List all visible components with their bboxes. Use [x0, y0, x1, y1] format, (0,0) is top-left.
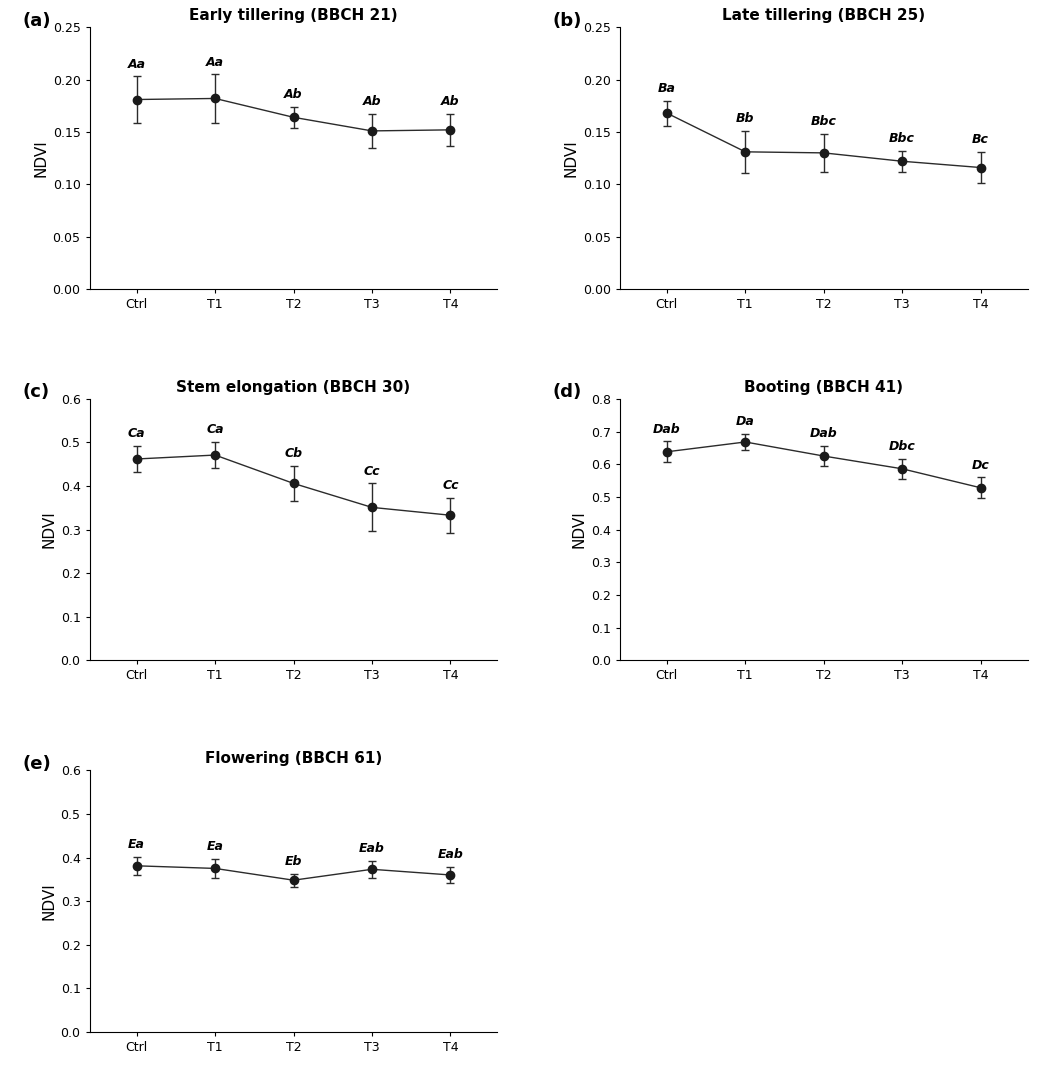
Text: Ab: Ab: [363, 95, 382, 108]
Y-axis label: NDVI: NDVI: [41, 511, 57, 548]
Y-axis label: NDVI: NDVI: [41, 882, 57, 919]
Text: Ea: Ea: [129, 839, 145, 852]
Y-axis label: NDVI: NDVI: [34, 140, 48, 177]
Text: Ba: Ba: [658, 82, 676, 95]
Text: Cb: Cb: [285, 448, 302, 460]
Text: Aa: Aa: [207, 56, 225, 69]
Text: (b): (b): [552, 12, 582, 29]
Y-axis label: NDVI: NDVI: [571, 511, 587, 548]
Text: Eab: Eab: [437, 848, 464, 862]
Title: Early tillering (BBCH 21): Early tillering (BBCH 21): [190, 9, 397, 23]
Text: Cc: Cc: [442, 479, 458, 492]
Title: Flowering (BBCH 61): Flowering (BBCH 61): [204, 751, 383, 767]
Title: Booting (BBCH 41): Booting (BBCH 41): [744, 380, 903, 395]
Text: Dab: Dab: [653, 423, 681, 436]
Text: (d): (d): [552, 383, 582, 401]
Text: Bb: Bb: [736, 112, 755, 126]
Text: Cc: Cc: [364, 464, 380, 477]
Title: Late tillering (BBCH 25): Late tillering (BBCH 25): [722, 9, 925, 23]
Text: Bc: Bc: [972, 133, 989, 146]
Text: Ca: Ca: [128, 427, 145, 440]
Text: Dc: Dc: [972, 459, 990, 472]
Text: Bbc: Bbc: [811, 116, 837, 128]
Text: Eab: Eab: [359, 842, 385, 855]
Text: (e): (e): [22, 755, 51, 773]
Text: Ab: Ab: [285, 88, 302, 102]
Title: Stem elongation (BBCH 30): Stem elongation (BBCH 30): [176, 380, 411, 395]
Text: Ca: Ca: [207, 424, 223, 436]
Text: Aa: Aa: [128, 58, 145, 71]
Text: Dab: Dab: [809, 427, 838, 440]
Text: Eb: Eb: [285, 855, 302, 868]
Text: Ea: Ea: [207, 840, 223, 853]
Text: (a): (a): [22, 12, 51, 29]
Text: Bbc: Bbc: [890, 132, 915, 145]
Text: (c): (c): [22, 383, 50, 401]
Text: Ab: Ab: [441, 95, 460, 108]
Text: Da: Da: [736, 415, 755, 428]
Text: Dbc: Dbc: [889, 440, 916, 453]
Y-axis label: NDVI: NDVI: [564, 140, 579, 177]
